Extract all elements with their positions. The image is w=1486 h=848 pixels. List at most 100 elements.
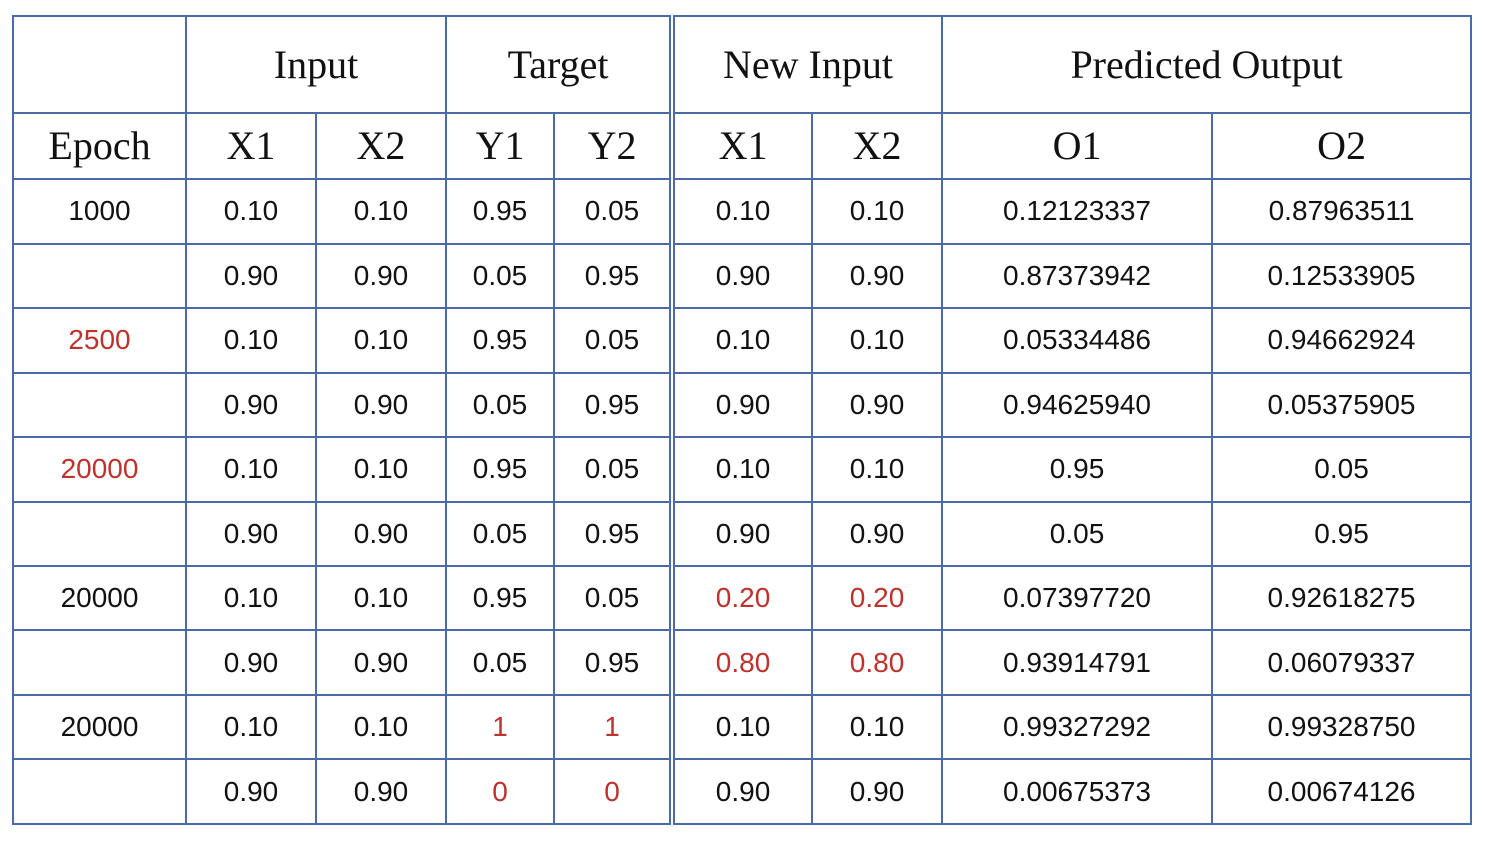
input-x2-cell: 0.90 — [315, 758, 447, 825]
output-o1-cell: 0.05334486 — [941, 307, 1214, 374]
predicted-output-group-header: Predicted Output — [941, 15, 1473, 114]
epoch-cell — [12, 500, 187, 568]
input-x1-cell: 0.90 — [185, 758, 317, 825]
new-input-x2-cell: 0.10 — [811, 178, 944, 245]
target-y2-cell: 1 — [552, 693, 674, 761]
output-o1-cell: 0.07397720 — [941, 564, 1214, 632]
new-input-x1-cell: 0.80 — [669, 629, 814, 696]
table-row: 20000 0.10 0.10 1 1 0.10 0.10 0.99327292… — [12, 693, 1473, 761]
target-y2-cell: 0.95 — [552, 629, 674, 696]
new-input-x2-cell: 0.80 — [811, 629, 944, 696]
output-o2-cell: 0.87963511 — [1211, 178, 1473, 245]
new-input-x1-cell: 0.10 — [669, 178, 814, 245]
target-y1-cell: 0.05 — [445, 242, 555, 310]
target-y2-cell: 0.95 — [552, 242, 674, 310]
input-x1-cell: 0.10 — [185, 436, 317, 503]
new-input-x1-cell: 0.20 — [669, 564, 814, 632]
input-x2-cell: 0.10 — [315, 436, 447, 503]
input-x1-cell: 0.90 — [185, 242, 317, 310]
output-o2-cell: 0.05 — [1211, 436, 1473, 503]
epoch-cell — [12, 242, 187, 310]
target-y1-cell: 0.95 — [445, 307, 555, 374]
output-o1-header: O1 — [941, 111, 1214, 181]
epoch-header: Epoch — [12, 111, 187, 181]
table-row: 1000 0.10 0.10 0.95 0.05 0.10 0.10 0.121… — [12, 178, 1473, 245]
epoch-cell: 1000 — [12, 178, 187, 245]
group-header-row: Input Target New Input Predicted Output — [12, 15, 1473, 114]
new-input-x2-cell: 0.10 — [811, 307, 944, 374]
table-row: 0.90 0.90 0.05 0.95 0.80 0.80 0.93914791… — [12, 629, 1473, 696]
target-y2-cell: 0.95 — [552, 371, 674, 439]
input-x2-cell: 0.90 — [315, 629, 447, 696]
table-row: 0.90 0.90 0.05 0.95 0.90 0.90 0.05 0.95 — [12, 500, 1473, 568]
epoch-cell — [12, 758, 187, 825]
table-row: 2500 0.10 0.10 0.95 0.05 0.10 0.10 0.053… — [12, 307, 1473, 374]
new-input-x1-header: X1 — [669, 111, 814, 181]
column-header-row: Epoch X1 X2 Y1 Y2 X1 X2 O1 O2 — [12, 111, 1473, 181]
input-x2-cell: 0.10 — [315, 693, 447, 761]
new-input-x1-cell: 0.10 — [669, 693, 814, 761]
output-o1-cell: 0.99327292 — [941, 693, 1214, 761]
output-o2-cell: 0.95 — [1211, 500, 1473, 568]
new-input-x2-cell: 0.10 — [811, 436, 944, 503]
output-o1-cell: 0.95 — [941, 436, 1214, 503]
input-x2-cell: 0.90 — [315, 500, 447, 568]
target-y2-cell: 0.05 — [552, 307, 674, 374]
output-o2-cell: 0.12533905 — [1211, 242, 1473, 310]
output-o2-header: O2 — [1211, 111, 1473, 181]
input-x2-header: X2 — [315, 111, 447, 181]
output-o2-cell: 0.05375905 — [1211, 371, 1473, 439]
new-input-x2-cell: 0.90 — [811, 242, 944, 310]
input-x2-cell: 0.10 — [315, 307, 447, 374]
input-group-header: Input — [185, 15, 447, 114]
target-y2-cell: 0.05 — [552, 564, 674, 632]
target-y1-cell: 1 — [445, 693, 555, 761]
epoch-cell: 20000 — [12, 436, 187, 503]
input-x1-header: X1 — [185, 111, 317, 181]
table-row: 0.90 0.90 0 0 0.90 0.90 0.00675373 0.006… — [12, 758, 1473, 825]
target-y2-header: Y2 — [552, 111, 674, 181]
target-y1-cell: 0.05 — [445, 629, 555, 696]
table-row: 0.90 0.90 0.05 0.95 0.90 0.90 0.87373942… — [12, 242, 1473, 310]
new-input-x2-cell: 0.90 — [811, 758, 944, 825]
input-x1-cell: 0.90 — [185, 500, 317, 568]
table-row: 20000 0.10 0.10 0.95 0.05 0.20 0.20 0.07… — [12, 564, 1473, 632]
new-input-x1-cell: 0.90 — [669, 242, 814, 310]
epoch-cell: 2500 — [12, 307, 187, 374]
input-x1-cell: 0.10 — [185, 178, 317, 245]
new-input-x2-cell: 0.90 — [811, 500, 944, 568]
output-o1-cell: 0.94625940 — [941, 371, 1214, 439]
results-table: Input Target New Input Predicted Output … — [12, 15, 1473, 825]
new-input-x1-cell: 0.90 — [669, 371, 814, 439]
corner-cell — [12, 15, 187, 114]
target-y1-cell: 0.05 — [445, 371, 555, 439]
new-input-x1-cell: 0.10 — [669, 307, 814, 374]
table-row: 20000 0.10 0.10 0.95 0.05 0.10 0.10 0.95… — [12, 436, 1473, 503]
epoch-cell — [12, 629, 187, 696]
epoch-cell: 20000 — [12, 564, 187, 632]
new-input-x2-cell: 0.20 — [811, 564, 944, 632]
output-o1-cell: 0.05 — [941, 500, 1214, 568]
new-input-x1-cell: 0.90 — [669, 500, 814, 568]
new-input-x2-cell: 0.90 — [811, 371, 944, 439]
input-x1-cell: 0.10 — [185, 307, 317, 374]
input-x1-cell: 0.90 — [185, 371, 317, 439]
target-y2-cell: 0.05 — [552, 436, 674, 503]
output-o2-cell: 0.94662924 — [1211, 307, 1473, 374]
target-y2-cell: 0 — [552, 758, 674, 825]
target-y2-cell: 0.05 — [552, 178, 674, 245]
target-y1-cell: 0 — [445, 758, 555, 825]
table-row: 0.90 0.90 0.05 0.95 0.90 0.90 0.94625940… — [12, 371, 1473, 439]
epoch-cell: 20000 — [12, 693, 187, 761]
input-x1-cell: 0.10 — [185, 693, 317, 761]
new-input-x2-header: X2 — [811, 111, 944, 181]
new-input-x2-cell: 0.10 — [811, 693, 944, 761]
output-o1-cell: 0.12123337 — [941, 178, 1214, 245]
target-y2-cell: 0.95 — [552, 500, 674, 568]
target-group-header: Target — [444, 15, 674, 114]
new-input-x1-cell: 0.10 — [669, 436, 814, 503]
target-y1-cell: 0.95 — [445, 436, 555, 503]
new-input-group-header: New Input — [669, 15, 944, 114]
target-y1-cell: 0.05 — [445, 500, 555, 568]
input-x1-cell: 0.10 — [185, 564, 317, 632]
